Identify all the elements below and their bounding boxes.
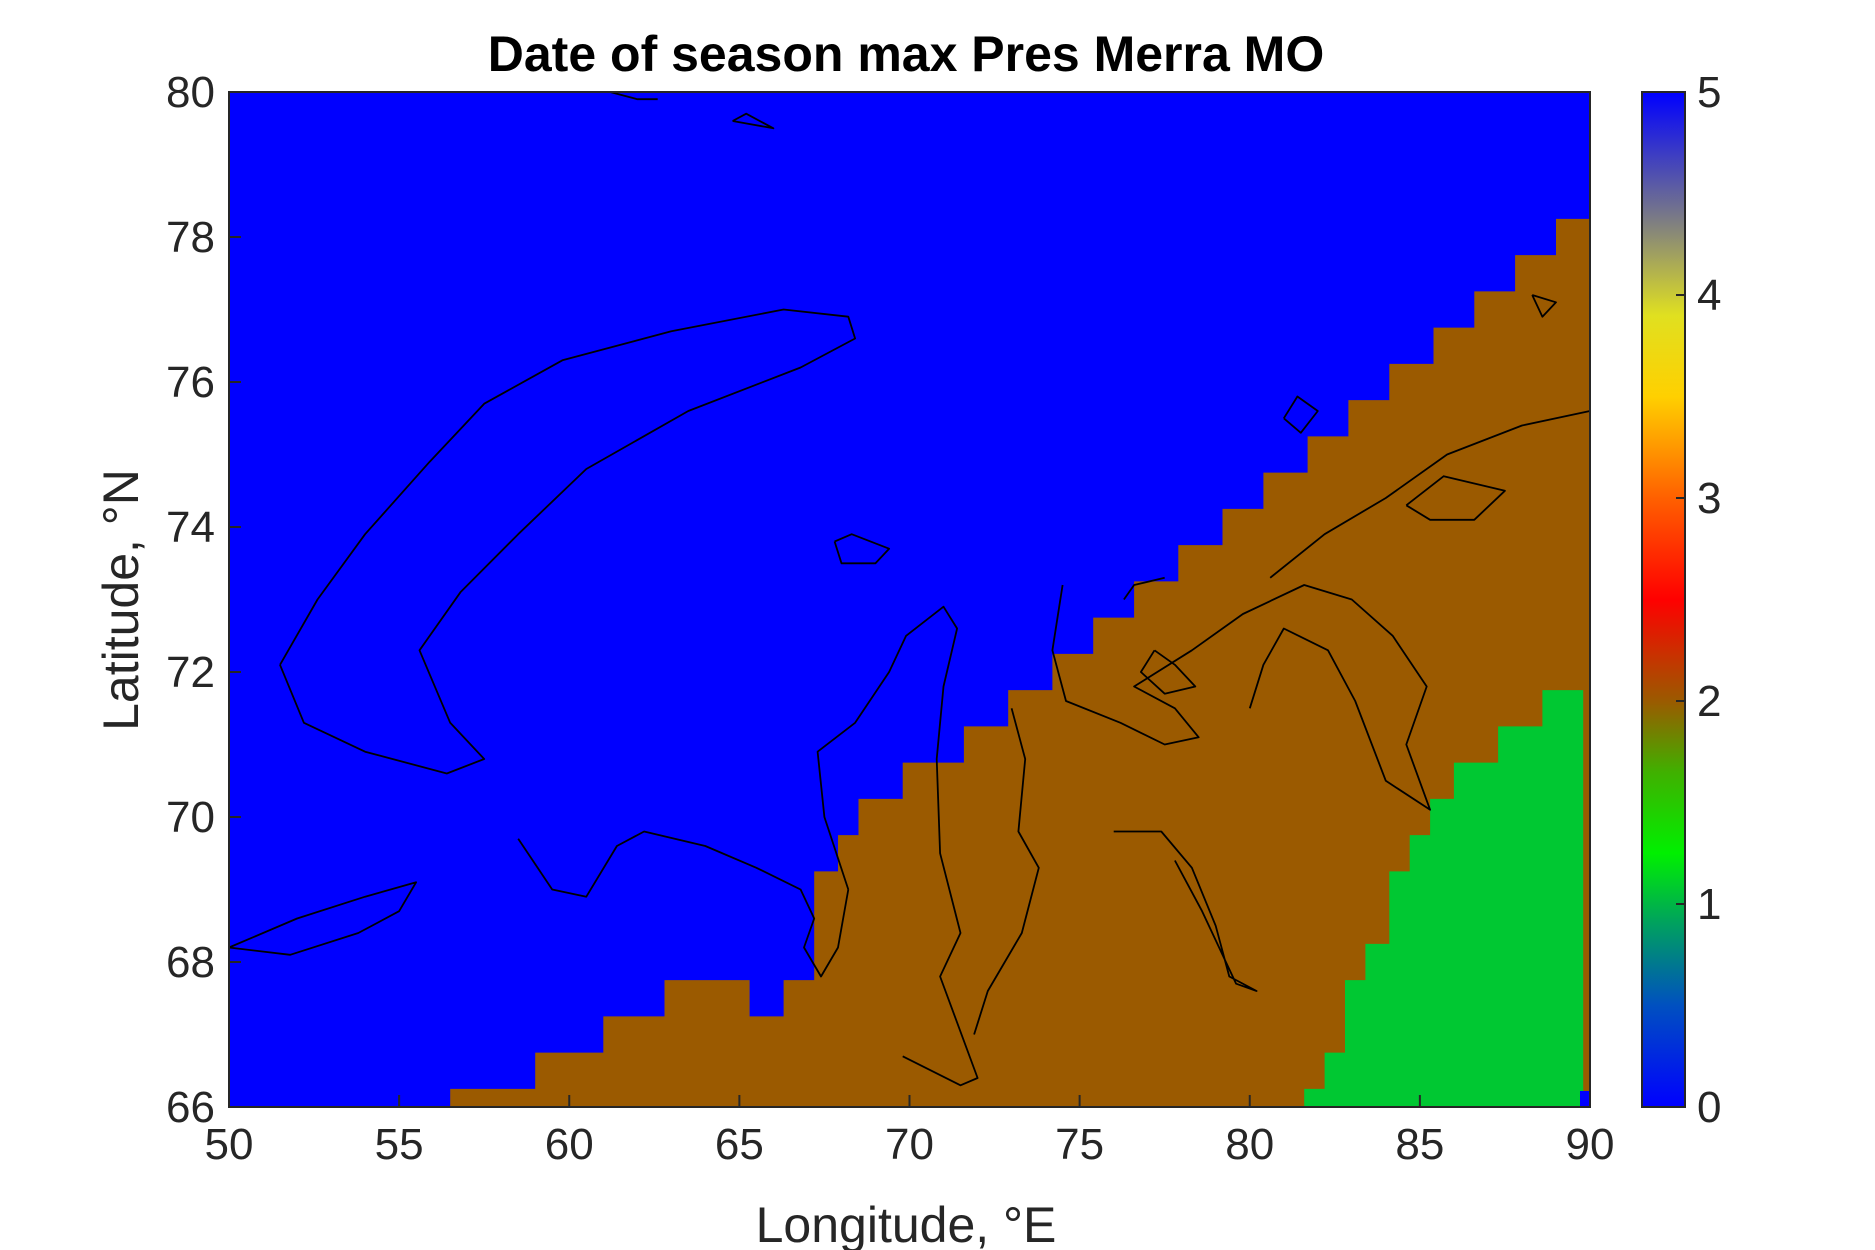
- colorbar-tick-label: 3: [1697, 474, 1721, 523]
- coastline-3: [816, 605, 979, 1087]
- x-tick-label: 85: [1395, 1120, 1444, 1169]
- x-tick-label: 55: [375, 1120, 424, 1169]
- y-tick-label: 66: [166, 1083, 215, 1132]
- y-tick-label: 72: [166, 648, 215, 697]
- x-tick-label: 60: [545, 1120, 594, 1169]
- coastline-5: [1051, 584, 1431, 811]
- coastline-1: [228, 881, 418, 956]
- y-tick-label: 78: [166, 213, 215, 262]
- colorbar-ticks: 0 1 2 3 4 5: [1676, 68, 1721, 1132]
- x-tick-label: 70: [885, 1120, 934, 1169]
- colorbar-tick-label: 4: [1697, 271, 1721, 320]
- y-tick-label: 74: [166, 503, 215, 552]
- coastline-2: [517, 830, 850, 978]
- x-axis: 50 55 60 65 70 75 80 85 90: [205, 1095, 1615, 1169]
- x-tick-label: 65: [715, 1120, 764, 1169]
- x-tick-label: 80: [1225, 1120, 1274, 1169]
- coastline-4: [973, 708, 1040, 1035]
- colorbar-gradient: [1641, 91, 1686, 1108]
- colorbar-tick-label: 5: [1697, 68, 1721, 117]
- coastline-8: [1123, 576, 1165, 601]
- coastline-11: [1283, 395, 1319, 434]
- colorbar: 0 1 2 3 4 5: [1641, 68, 1721, 1132]
- coastline-0: [279, 308, 856, 775]
- chart-title: Date of season max Pres Merra MO: [488, 26, 1324, 82]
- y-axis: 66 68 70 72 74 76 78 80: [166, 68, 241, 1132]
- x-axis-label: Longitude, °E: [756, 1197, 1057, 1250]
- colorbar-tick-label: 1: [1697, 880, 1721, 929]
- x-tick-label: 50: [205, 1120, 254, 1169]
- coastline-6: [1140, 649, 1197, 695]
- coastline-12: [833, 533, 890, 565]
- corner-cell-value-5: [1580, 1091, 1590, 1107]
- coastline-15: [1531, 294, 1557, 318]
- y-tick-label: 68: [166, 938, 215, 987]
- colorbar-tick-label: 0: [1697, 1083, 1721, 1132]
- coastline-layer: [228, 91, 1591, 1087]
- coastline-13: [609, 91, 658, 101]
- x-tick-label: 75: [1055, 1120, 1104, 1169]
- coastline-10: [1405, 475, 1506, 521]
- y-tick-label: 70: [166, 793, 215, 842]
- y-axis-label: Latitude, °N: [93, 469, 149, 731]
- coastline-7: [1113, 830, 1258, 992]
- x-tick-label: 90: [1566, 1120, 1615, 1169]
- coastline-9: [1269, 410, 1591, 579]
- region-value-1: [1304, 690, 1584, 1107]
- y-tick-label: 76: [166, 358, 215, 407]
- coastline-14: [732, 112, 775, 130]
- colorbar-tick-label: 2: [1697, 677, 1721, 726]
- map-plot-area: [228, 91, 1591, 1108]
- y-tick-label: 80: [166, 68, 215, 117]
- region-value-2: [450, 218, 1591, 1107]
